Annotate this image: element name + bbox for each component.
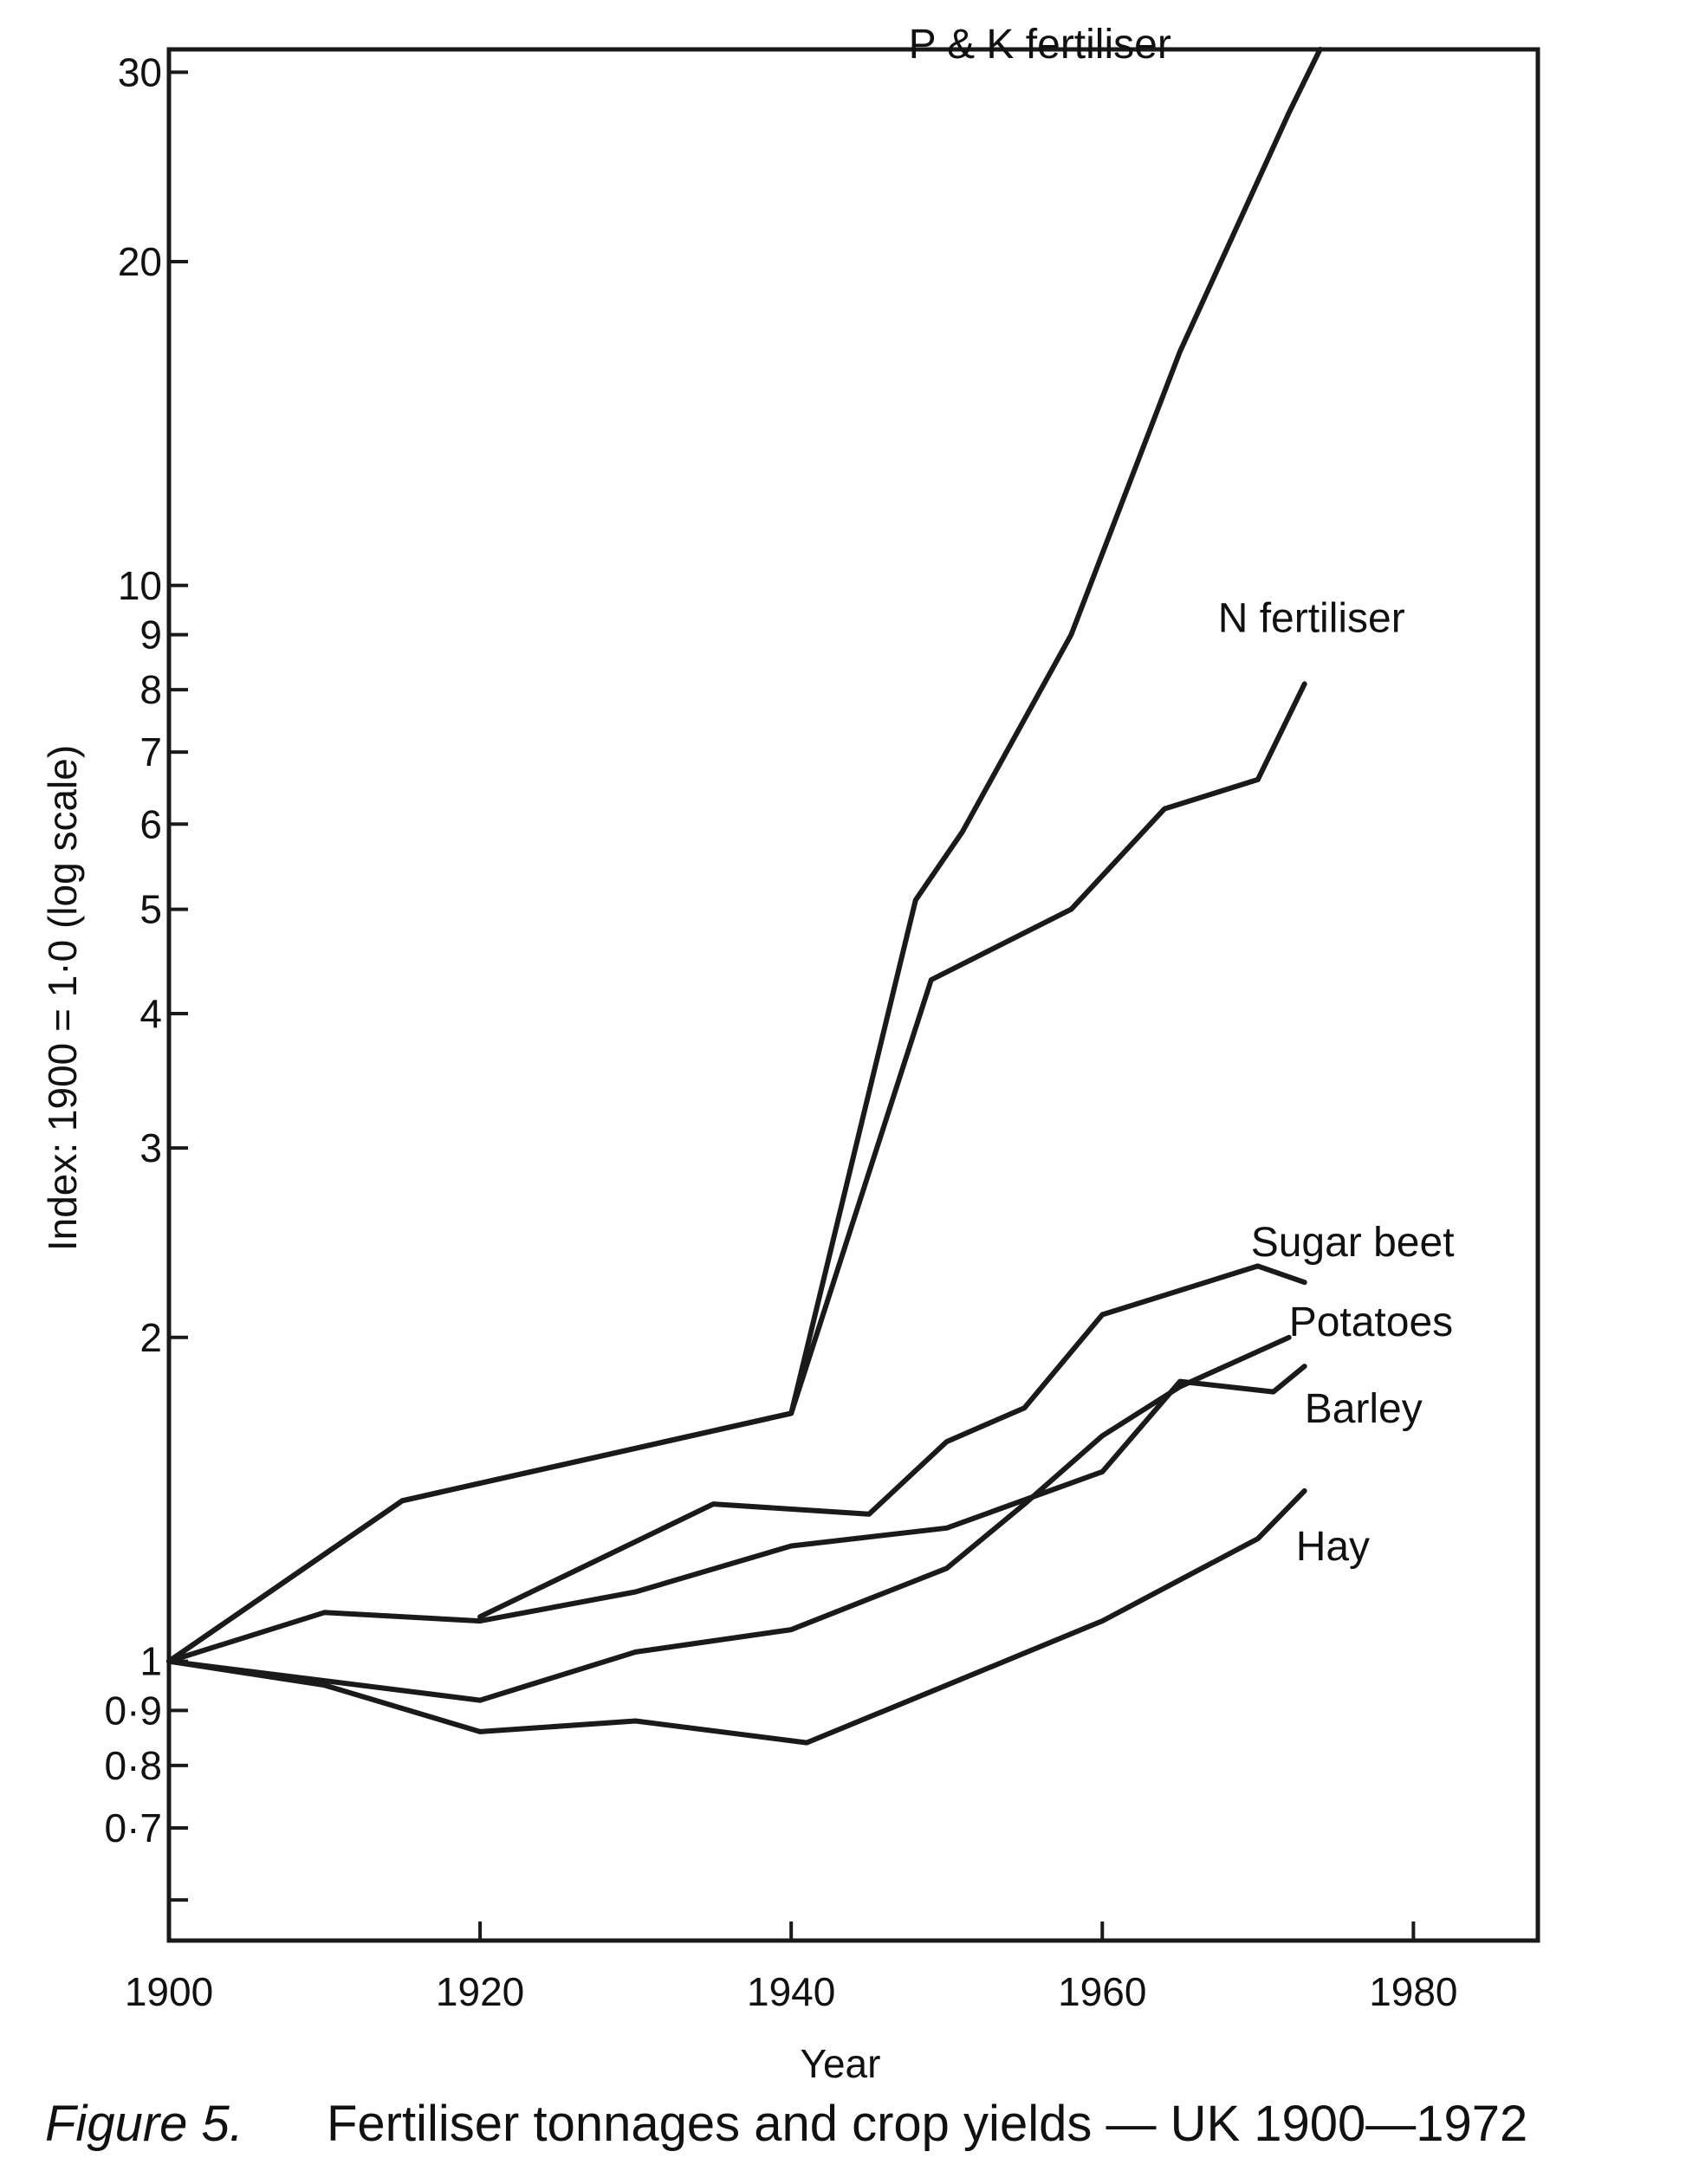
y-tick-label: 0·7 (105, 1805, 162, 1850)
y-tick-label: 4 (139, 991, 162, 1036)
x-axis: 1900 1920 1940 1960 1980 (125, 1922, 1458, 2014)
series-label-hay: Hay (1296, 1524, 1370, 1570)
y-tick-label: 0·9 (105, 1688, 162, 1733)
figure-number: Figure 5. (45, 2096, 243, 2152)
plot-frame (166, 47, 1540, 1943)
series-lines (166, 47, 1323, 1746)
y-axis: 0·7 0·8 0·91 2 3 4 5 6 7 8 910 20 30 (105, 49, 188, 1902)
x-tick-label: 1940 (747, 1969, 835, 2014)
x-tick-label: 1920 (436, 1969, 524, 2014)
x-tick-label: 1980 (1369, 1969, 1457, 2014)
y-tick-label: 8 (139, 667, 162, 712)
series-label-sugar-beet: Sugar beet (1251, 1220, 1455, 1266)
series-line-hay (166, 1487, 1307, 1746)
y-tick-label: 9 (139, 612, 162, 658)
series-label-barley: Barley (1305, 1386, 1423, 1432)
y-tick-label: 7 (139, 729, 162, 774)
y-tick-label: 0·8 (105, 1743, 162, 1788)
series-label-p-k-fertiliser: P & K fertiliser (909, 22, 1171, 68)
series-label-n-fertiliser: N fertiliser (1218, 595, 1405, 641)
y-tick-label: 5 (139, 887, 162, 932)
y-tick-label: 20 (118, 239, 162, 284)
series-line-potatoes (166, 1334, 1292, 1703)
figure-caption: Figure 5. Fertiliser tonnages and crop yi… (45, 2095, 1527, 2153)
x-axis-title: Year (801, 2041, 881, 2086)
caption-text: Fertiliser tonnages and crop yields — UK… (327, 2096, 1528, 2152)
x-tick-label: 1960 (1058, 1969, 1146, 2014)
series-label-potatoes: Potatoes (1289, 1299, 1453, 1345)
x-tick-label: 1900 (125, 1969, 213, 2014)
y-tick-label: 10 (118, 563, 162, 608)
series-labels: P & K fertiliser N fertiliser Sugar beet Po… (909, 22, 1455, 1570)
y-tick-label: 3 (139, 1125, 162, 1170)
series-line-sugar-beet (477, 1263, 1307, 1620)
y-tick-label: 2 (139, 1315, 162, 1360)
y-tick-label: 1 (139, 1639, 162, 1684)
series-line-barley (166, 1364, 1307, 1664)
y-tick-label: 30 (118, 49, 162, 94)
series-line-n-fertiliser (166, 681, 1307, 1664)
y-axis-title: Index: 1900 = 1·0 (log scale) (40, 745, 85, 1251)
y-tick-label: 6 (139, 801, 162, 846)
